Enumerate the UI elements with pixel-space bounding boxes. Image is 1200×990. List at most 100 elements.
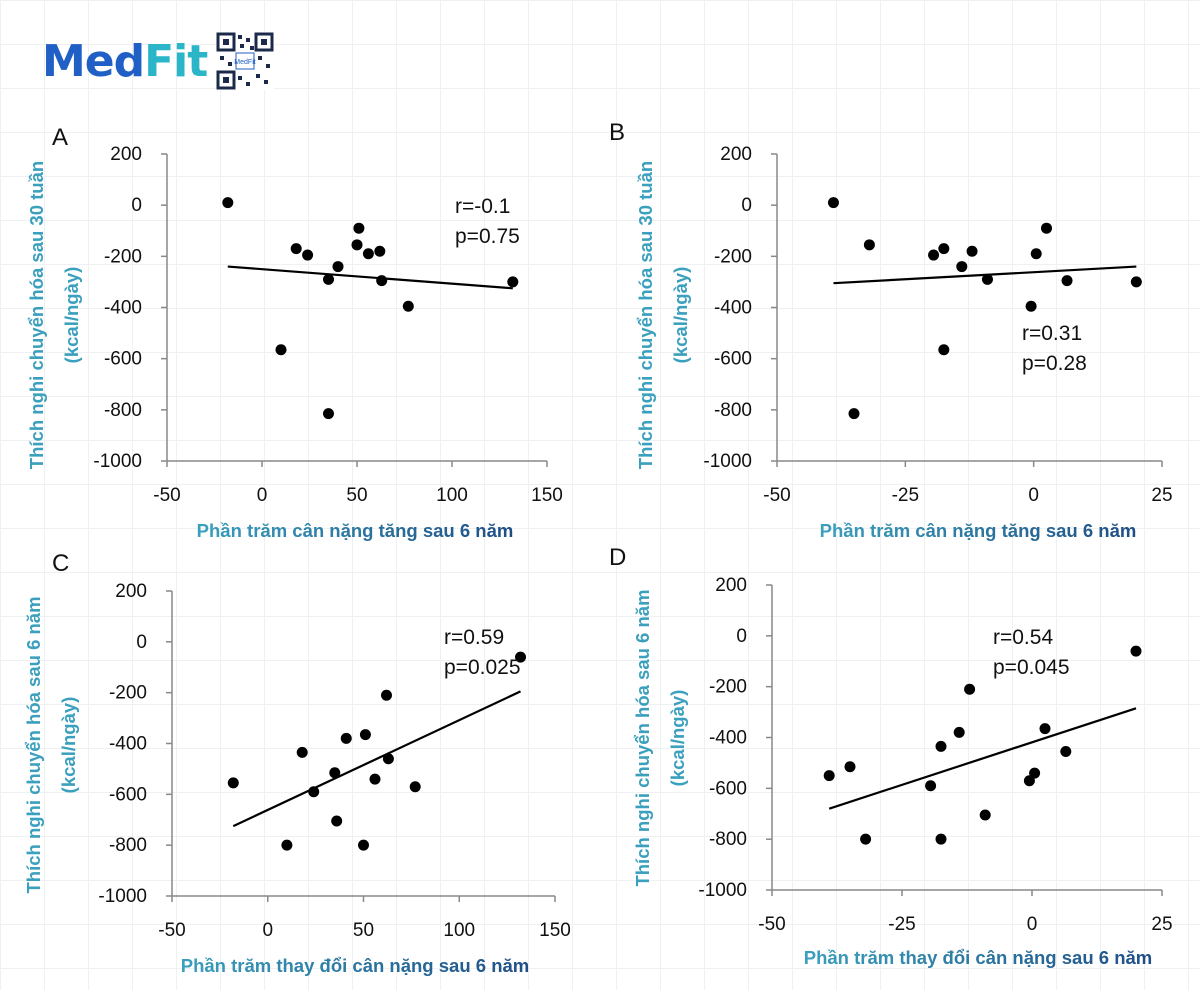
y-tick-label: -1000 — [698, 880, 747, 901]
y-tick-label: 200 — [115, 581, 147, 602]
y-tick-label: -400 — [709, 728, 747, 749]
p-value-label: p=0.045 — [993, 656, 1070, 679]
data-point — [966, 245, 978, 257]
y-tick-label: 200 — [720, 144, 752, 165]
data-point — [848, 408, 860, 420]
data-point — [323, 408, 334, 420]
y-axis-unit: (kcal/ngày) — [670, 267, 691, 364]
x-tick-label: 100 — [443, 920, 475, 941]
data-point — [1041, 222, 1052, 234]
panel-c: C 200 0 -200 -400 -600 -800 -1000 -50 0 50 100 150 r=… — [23, 550, 571, 976]
data-point — [827, 197, 839, 209]
data-point — [925, 780, 937, 792]
brand-accent-text: Fit — [144, 36, 208, 87]
x-tick-label: -25 — [888, 914, 915, 935]
brand-main-text: Med — [42, 36, 145, 87]
y-tick-label: 200 — [715, 575, 747, 596]
brand-wordmark: MedFit — [42, 36, 208, 87]
data-point — [1029, 767, 1041, 779]
data-point — [329, 767, 341, 779]
y-tick-label: 0 — [136, 632, 147, 653]
x-tick-label: -50 — [153, 485, 180, 506]
y-tick-label: -200 — [709, 677, 747, 698]
p-value-label: p=0.28 — [1022, 352, 1087, 375]
x-tick-label: -50 — [763, 485, 790, 506]
y-tick-label: 200 — [110, 144, 142, 165]
data-point — [402, 300, 414, 312]
r-value-label: r=-0.1 — [455, 195, 510, 218]
data-point — [981, 273, 993, 285]
panel-a: A 200 0 -200 -400 -600 -800 -1000 -50 0 50 100 150 r=… — [26, 124, 563, 541]
panel-label-d: D — [609, 544, 626, 571]
data-point — [353, 222, 365, 234]
data-point — [1030, 248, 1042, 260]
p-value-label: p=0.025 — [444, 656, 521, 679]
r-value-label: r=0.59 — [444, 626, 504, 649]
y-axis-title: Thích nghi chuyển hóa sau 30 tuần — [26, 161, 47, 469]
y-tick-label: 0 — [131, 195, 142, 216]
x-tick-label: -50 — [758, 914, 785, 935]
data-point — [358, 839, 369, 851]
data-point — [275, 344, 287, 356]
x-tick-label: 150 — [531, 485, 563, 506]
x-tick-label: 25 — [1151, 914, 1172, 935]
data-point — [296, 746, 308, 758]
data-point — [290, 243, 302, 255]
r-value-label: r=0.54 — [993, 626, 1053, 649]
data-point — [374, 245, 386, 257]
panel-label-a: A — [52, 124, 68, 151]
x-axis-title: Phần trăm cân nặng tăng sau 6 năm — [197, 520, 514, 541]
data-point — [823, 770, 835, 782]
data-point — [227, 777, 239, 789]
data-point — [382, 753, 394, 765]
y-tick-label: -200 — [109, 683, 147, 704]
y-tick-label: -800 — [104, 400, 142, 421]
qr-code-icon: MedFit — [216, 32, 274, 90]
trendline — [828, 707, 1137, 810]
x-tick-label: 50 — [353, 920, 374, 941]
data-point — [359, 729, 371, 741]
data-point — [1025, 300, 1037, 312]
panel-label-c: C — [52, 550, 69, 577]
data-point — [351, 239, 363, 251]
y-tick-label: 0 — [741, 195, 752, 216]
y-tick-label: -400 — [109, 734, 147, 755]
data-point — [1039, 723, 1051, 735]
panel-d: D 200 0 -200 -400 -600 -800 -1000 -50 -25 0 25 r=0.5… — [609, 544, 1173, 968]
data-point — [308, 786, 320, 798]
data-point — [222, 197, 234, 209]
y-tick-label: -400 — [714, 298, 752, 319]
data-point — [323, 273, 334, 285]
data-point — [935, 833, 947, 845]
y-tick-label: -1000 — [98, 886, 147, 907]
data-point — [844, 761, 856, 773]
medfit-logo: MedFit MedFit — [40, 30, 280, 94]
y-axis-unit: (kcal/ngày) — [667, 690, 688, 787]
data-point — [376, 275, 388, 287]
data-point — [515, 651, 527, 663]
trendline — [227, 265, 513, 290]
panel-b: B 200 0 -200 -400 -600 -800 -1000 -50 -25 0 25 r=0.3… — [609, 119, 1173, 541]
data-point — [938, 344, 950, 356]
y-axis-unit: (kcal/ngày) — [61, 267, 82, 364]
data-point — [928, 249, 940, 261]
data-point — [331, 815, 343, 827]
x-tick-label: 150 — [539, 920, 571, 941]
data-point — [935, 740, 947, 752]
data-point — [369, 773, 381, 785]
data-point — [507, 276, 519, 288]
x-tick-label: 50 — [346, 485, 367, 506]
data-point — [380, 689, 392, 701]
data-point — [860, 833, 872, 845]
trendline — [232, 690, 521, 828]
data-point — [340, 732, 352, 744]
x-tick-label: 0 — [262, 920, 273, 941]
data-point — [938, 243, 950, 255]
y-tick-label: -600 — [109, 784, 147, 805]
x-tick-label: -25 — [892, 485, 919, 506]
x-tick-label: 0 — [257, 485, 268, 506]
y-tick-label: -200 — [104, 246, 142, 267]
y-tick-label: -600 — [104, 349, 142, 370]
x-tick-label: 0 — [1028, 485, 1039, 506]
